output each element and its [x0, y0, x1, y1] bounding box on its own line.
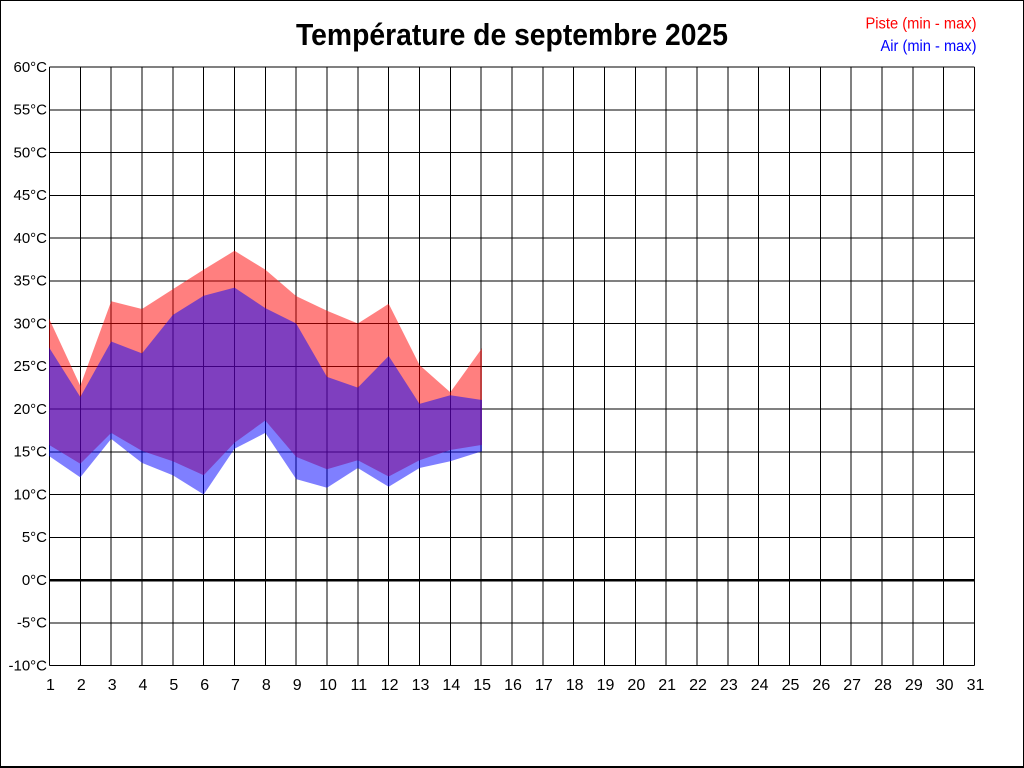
svg-text:17: 17 — [535, 677, 553, 694]
svg-text:23: 23 — [720, 677, 738, 694]
svg-text:10: 10 — [319, 677, 337, 694]
svg-text:40°C: 40°C — [13, 230, 47, 247]
svg-text:12: 12 — [381, 677, 399, 694]
svg-text:28: 28 — [874, 677, 892, 694]
svg-text:30: 30 — [936, 677, 954, 694]
svg-text:Température de septembre 2025: Température de septembre 2025 — [296, 17, 728, 52]
svg-text:35°C: 35°C — [13, 273, 47, 290]
svg-text:21: 21 — [658, 677, 676, 694]
svg-text:Air (min - max): Air (min - max) — [881, 38, 977, 55]
svg-text:4: 4 — [139, 677, 148, 694]
svg-text:5°C: 5°C — [22, 529, 47, 546]
svg-text:19: 19 — [597, 677, 615, 694]
svg-text:25°C: 25°C — [13, 358, 47, 375]
svg-text:11: 11 — [351, 677, 368, 694]
svg-text:29: 29 — [905, 677, 923, 694]
svg-text:10°C: 10°C — [13, 486, 47, 503]
svg-text:15°C: 15°C — [13, 444, 47, 461]
svg-text:Piste (min - max): Piste (min - max) — [866, 16, 977, 33]
svg-text:-5°C: -5°C — [17, 615, 47, 632]
svg-text:7: 7 — [231, 677, 240, 694]
svg-text:8: 8 — [262, 677, 271, 694]
svg-text:30°C: 30°C — [13, 315, 47, 332]
svg-text:15: 15 — [473, 677, 491, 694]
svg-text:24: 24 — [751, 677, 769, 694]
svg-text:5: 5 — [169, 677, 178, 694]
svg-text:14: 14 — [442, 677, 460, 694]
svg-text:6: 6 — [200, 677, 209, 694]
svg-text:20°C: 20°C — [13, 401, 47, 418]
svg-text:1: 1 — [46, 677, 55, 694]
svg-text:31: 31 — [967, 677, 985, 694]
svg-text:60°C: 60°C — [13, 59, 47, 76]
svg-text:22: 22 — [689, 677, 707, 694]
svg-text:27: 27 — [843, 677, 861, 694]
svg-text:16: 16 — [504, 677, 522, 694]
svg-text:-10°C: -10°C — [8, 657, 47, 674]
svg-text:25: 25 — [782, 677, 800, 694]
svg-text:18: 18 — [566, 677, 584, 694]
svg-text:45°C: 45°C — [13, 187, 47, 204]
svg-text:55°C: 55°C — [13, 102, 47, 119]
svg-text:26: 26 — [812, 677, 830, 694]
svg-text:0°C: 0°C — [22, 572, 47, 589]
svg-text:50°C: 50°C — [13, 144, 47, 161]
svg-text:13: 13 — [412, 677, 430, 694]
svg-text:20: 20 — [627, 677, 645, 694]
svg-text:2: 2 — [77, 677, 86, 694]
svg-text:3: 3 — [108, 677, 117, 694]
svg-text:9: 9 — [293, 677, 302, 694]
